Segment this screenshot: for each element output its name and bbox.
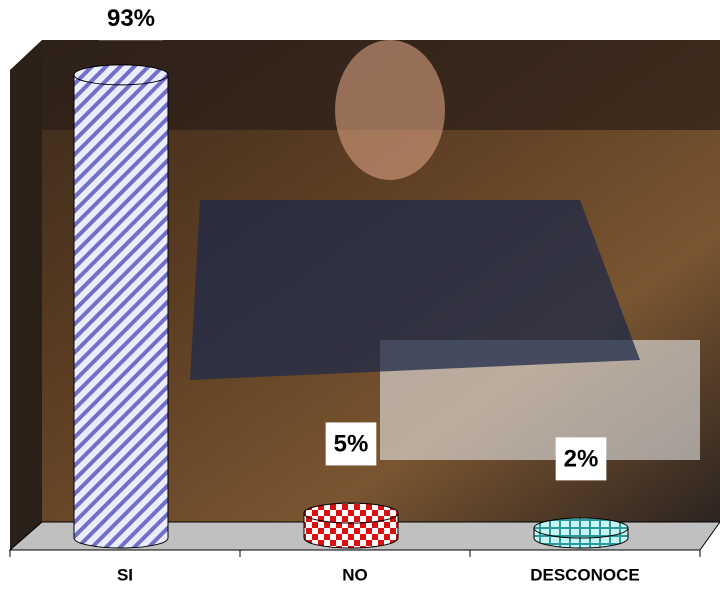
bar-top (304, 503, 398, 523)
page: {"chart_data": {"type": "bar", "categori… (0, 0, 720, 590)
bar (74, 75, 168, 538)
bar-top (74, 65, 168, 85)
figure (335, 40, 445, 180)
figure-body (190, 200, 640, 380)
chart: 93% SI 5% NO 2% DESCONOCE (0, 0, 720, 590)
value-label: 93% (107, 5, 155, 32)
bar-top (534, 518, 628, 538)
side-wall (10, 40, 42, 550)
value-label: 2% (564, 445, 599, 472)
x-tick-label: DESCONOCE (530, 565, 640, 584)
value-label: 5% (334, 430, 369, 457)
x-tick-label: SI (117, 565, 133, 584)
x-tick-label: NO (342, 565, 368, 584)
